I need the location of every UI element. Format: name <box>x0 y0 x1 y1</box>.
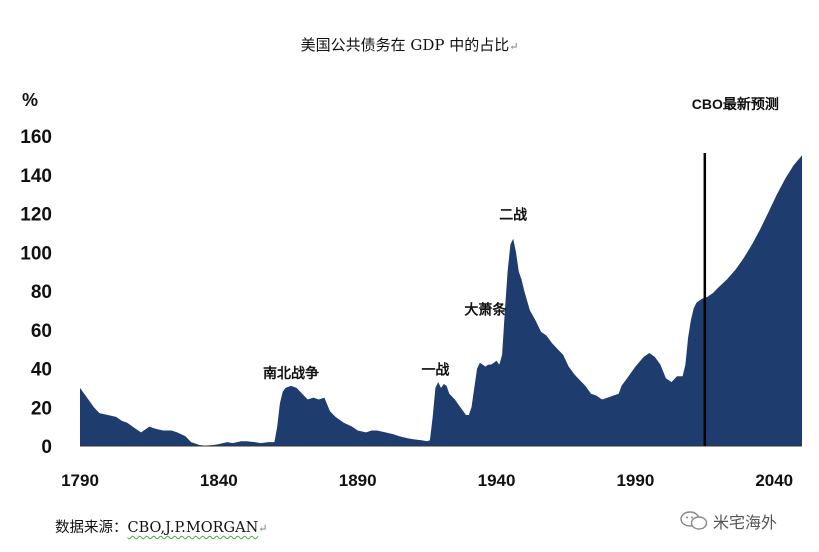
source-note: 数据来源：CBO,J.P.MORGAN↵ <box>55 516 268 537</box>
source-value: CBO,J.P.MORGAN <box>127 520 259 536</box>
annotation-label: 大萧条 <box>464 301 507 317</box>
watermark: 米宅海外 <box>680 509 777 533</box>
x-tick-label: 1840 <box>200 471 238 490</box>
x-tick-label: 1990 <box>616 471 654 490</box>
source-paragraph-mark: ↵ <box>258 522 268 535</box>
series-layer <box>80 155 802 446</box>
watermark-text: 米宅海外 <box>713 513 778 532</box>
chart-title-text: 美国公共债务在 GDP 中的占比 <box>300 36 510 54</box>
x-axis-ticks: 1790 1840 1890 1940 1990 2040 <box>61 471 793 490</box>
x-tick-label: 1890 <box>339 471 377 490</box>
y-tick-label: 0 <box>41 437 52 458</box>
y-axis-ticks: 0 20 40 60 80 100 120 140 160 <box>20 127 52 458</box>
y-tick-label: 60 <box>31 321 52 342</box>
series-area-0 <box>80 155 802 446</box>
y-tick-label: 40 <box>31 360 52 381</box>
y-tick-label: 160 <box>20 127 52 148</box>
wechat-icon <box>680 511 708 530</box>
y-axis-label: % <box>22 90 38 110</box>
annotations: 南北战争 一战 大萧条 二战 CBO最新预测 <box>263 96 779 381</box>
annotation-label: CBO最新预测 <box>692 96 779 112</box>
annotation-label: 南北战争 <box>263 365 319 381</box>
source-label: 数据来源： <box>55 520 128 536</box>
chart-title: 美国公共债务在 GDP 中的占比↵ <box>0 34 819 55</box>
x-tick-label: 1790 <box>61 471 99 490</box>
annotation-label: 二战 <box>499 206 527 222</box>
y-tick-label: 140 <box>20 166 52 187</box>
y-tick-label: 100 <box>20 243 52 264</box>
y-tick-label: 80 <box>31 282 52 303</box>
paragraph-mark: ↵ <box>509 40 519 53</box>
x-tick-label: 1940 <box>478 471 516 490</box>
x-tick-label: 2040 <box>755 471 793 490</box>
y-tick-label: 120 <box>20 205 52 226</box>
y-tick-label: 20 <box>31 398 52 419</box>
annotation-label: 一战 <box>421 361 449 377</box>
